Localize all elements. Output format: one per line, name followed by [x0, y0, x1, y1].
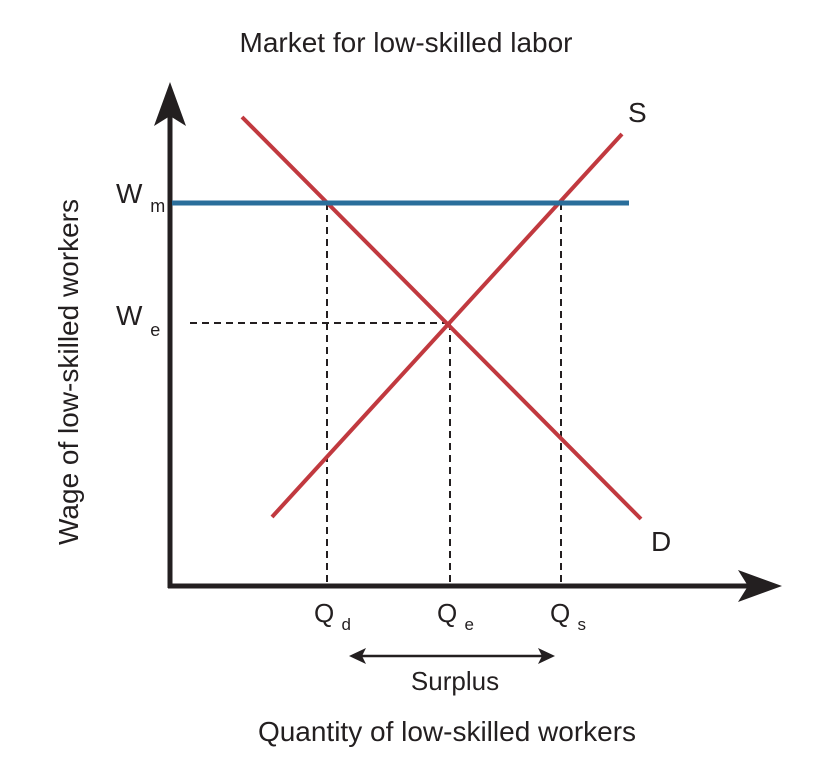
diagram-title: Market for low-skilled labor [240, 27, 573, 58]
y-axis-label: Wage of low-skilled workers [53, 199, 84, 545]
equilibrium-quantity-symbol: Q [437, 598, 457, 628]
quantity-supplied-subscript: s [577, 615, 586, 634]
minimum-wage-symbol: W [116, 178, 143, 209]
quantity-supplied-label: Q s [550, 598, 586, 634]
equilibrium-wage-subscript: e [150, 320, 160, 340]
quantity-demanded-label: Q d [314, 598, 351, 634]
y-axis-arrow [154, 82, 186, 126]
supply-curve [270, 132, 624, 519]
quantity-supplied-symbol: Q [550, 598, 570, 628]
x-axis-arrow [738, 570, 782, 602]
surplus-label: Surplus [411, 666, 499, 696]
demand-curve [240, 115, 643, 521]
minimum-wage-label: W m [116, 178, 165, 216]
surplus-arrow-left-head [349, 648, 366, 664]
supply-curve-label: S [628, 97, 647, 128]
minimum-wage-subscript: m [150, 196, 165, 216]
equilibrium-quantity-subscript: e [464, 615, 473, 634]
quantity-demanded-symbol: Q [314, 598, 334, 628]
equilibrium-wage-label: W e [116, 300, 160, 340]
demand-curve-label: D [651, 526, 671, 557]
x-axis-label: Quantity of low-skilled workers [258, 716, 636, 747]
surplus-arrow-right-head [538, 648, 555, 664]
equilibrium-wage-symbol: W [116, 300, 143, 331]
quantity-demanded-subscript: d [341, 615, 350, 634]
equilibrium-quantity-label: Q e [437, 598, 474, 634]
